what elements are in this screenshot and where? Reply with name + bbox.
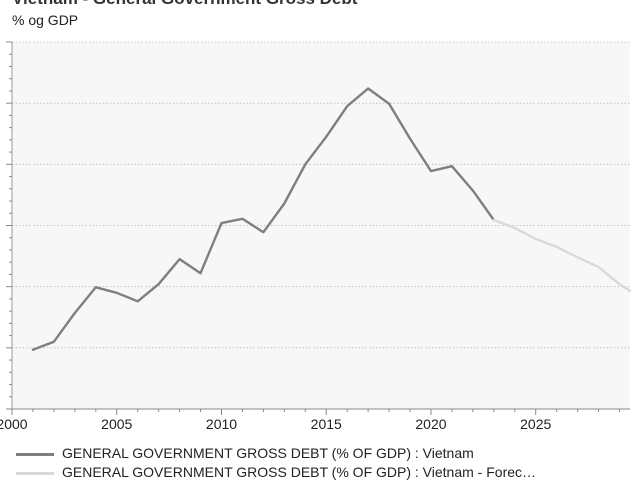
data-point-forecast-4: [576, 256, 579, 259]
x-tick-label-2005: 2005: [101, 416, 132, 432]
x-tick-label-2020: 2020: [415, 416, 446, 432]
legend-item-actual: GENERAL GOVERNMENT GROSS DEBT (% OF GDP)…: [16, 444, 639, 463]
data-point-actual-9: [220, 222, 223, 224]
data-point-actual-10: [241, 217, 244, 220]
data-point-actual-13: [304, 163, 307, 166]
data-point-actual-5: [136, 300, 139, 303]
series-line-forecast: [492, 218, 632, 293]
legend-label-forecast: GENERAL GOVERNMENT GROSS DEBT (% OF GDP)…: [62, 464, 537, 480]
data-point-actual-1: [52, 340, 55, 343]
x-tick-label-2025: 2025: [520, 416, 551, 432]
data-point-actual-8: [199, 272, 202, 275]
data-point-forecast-0: [492, 219, 495, 221]
data-point-forecast-2: [534, 238, 537, 240]
data-point-actual-4: [115, 291, 118, 294]
data-point-forecast-5: [597, 266, 600, 268]
x-tick-label-2010: 2010: [206, 416, 237, 432]
line-chart: 2000 2005 2010 2015 2020 2025: [0, 41, 632, 432]
data-point-forecast-7: [629, 290, 631, 292]
data-point-actual-6: [157, 283, 160, 286]
data-point-actual-18: [409, 137, 411, 140]
data-point-actual-12: [283, 202, 286, 205]
x-tick-label-2000: 2000: [0, 416, 28, 432]
data-point-actual-15: [346, 105, 349, 108]
legend: GENERAL GOVERNMENT GROSS DEBT (% OF GDP)…: [16, 444, 639, 482]
legend-swatch-forecast: [16, 472, 54, 475]
legend-item-forecast: GENERAL GOVERNMENT GROSS DEBT (% OF GDP)…: [16, 463, 639, 482]
tick-labels: 2000 2005 2010 2015 2020 2025: [0, 416, 552, 432]
data-point-forecast-1: [513, 227, 516, 229]
data-point-actual-21: [471, 189, 474, 192]
data-point-actual-2: [73, 312, 76, 314]
data-point-actual-3: [94, 286, 97, 289]
data-point-actual-16: [367, 87, 370, 90]
data-point-actual-11: [262, 231, 265, 234]
data-point-actual-14: [325, 135, 328, 138]
data-point-actual-19: [430, 170, 432, 172]
legend-label-actual: GENERAL GOVERNMENT GROSS DEBT (% OF GDP)…: [62, 445, 474, 461]
data-point-actual-20: [451, 165, 453, 168]
y-axis-unit-label: % og GDP: [12, 12, 79, 28]
axes: [6, 41, 630, 415]
data-point-actual-7: [178, 258, 181, 261]
x-tick-label-2015: 2015: [311, 416, 342, 432]
chart-title: Vietnam - General Government Gross Debt: [12, 0, 357, 9]
series-layer: [31, 87, 632, 351]
data-point-forecast-3: [555, 246, 558, 248]
data-point-actual-0: [32, 348, 34, 351]
data-point-actual-17: [388, 102, 390, 105]
data-point-forecast-6: [618, 283, 621, 286]
legend-swatch-actual: [16, 453, 54, 456]
